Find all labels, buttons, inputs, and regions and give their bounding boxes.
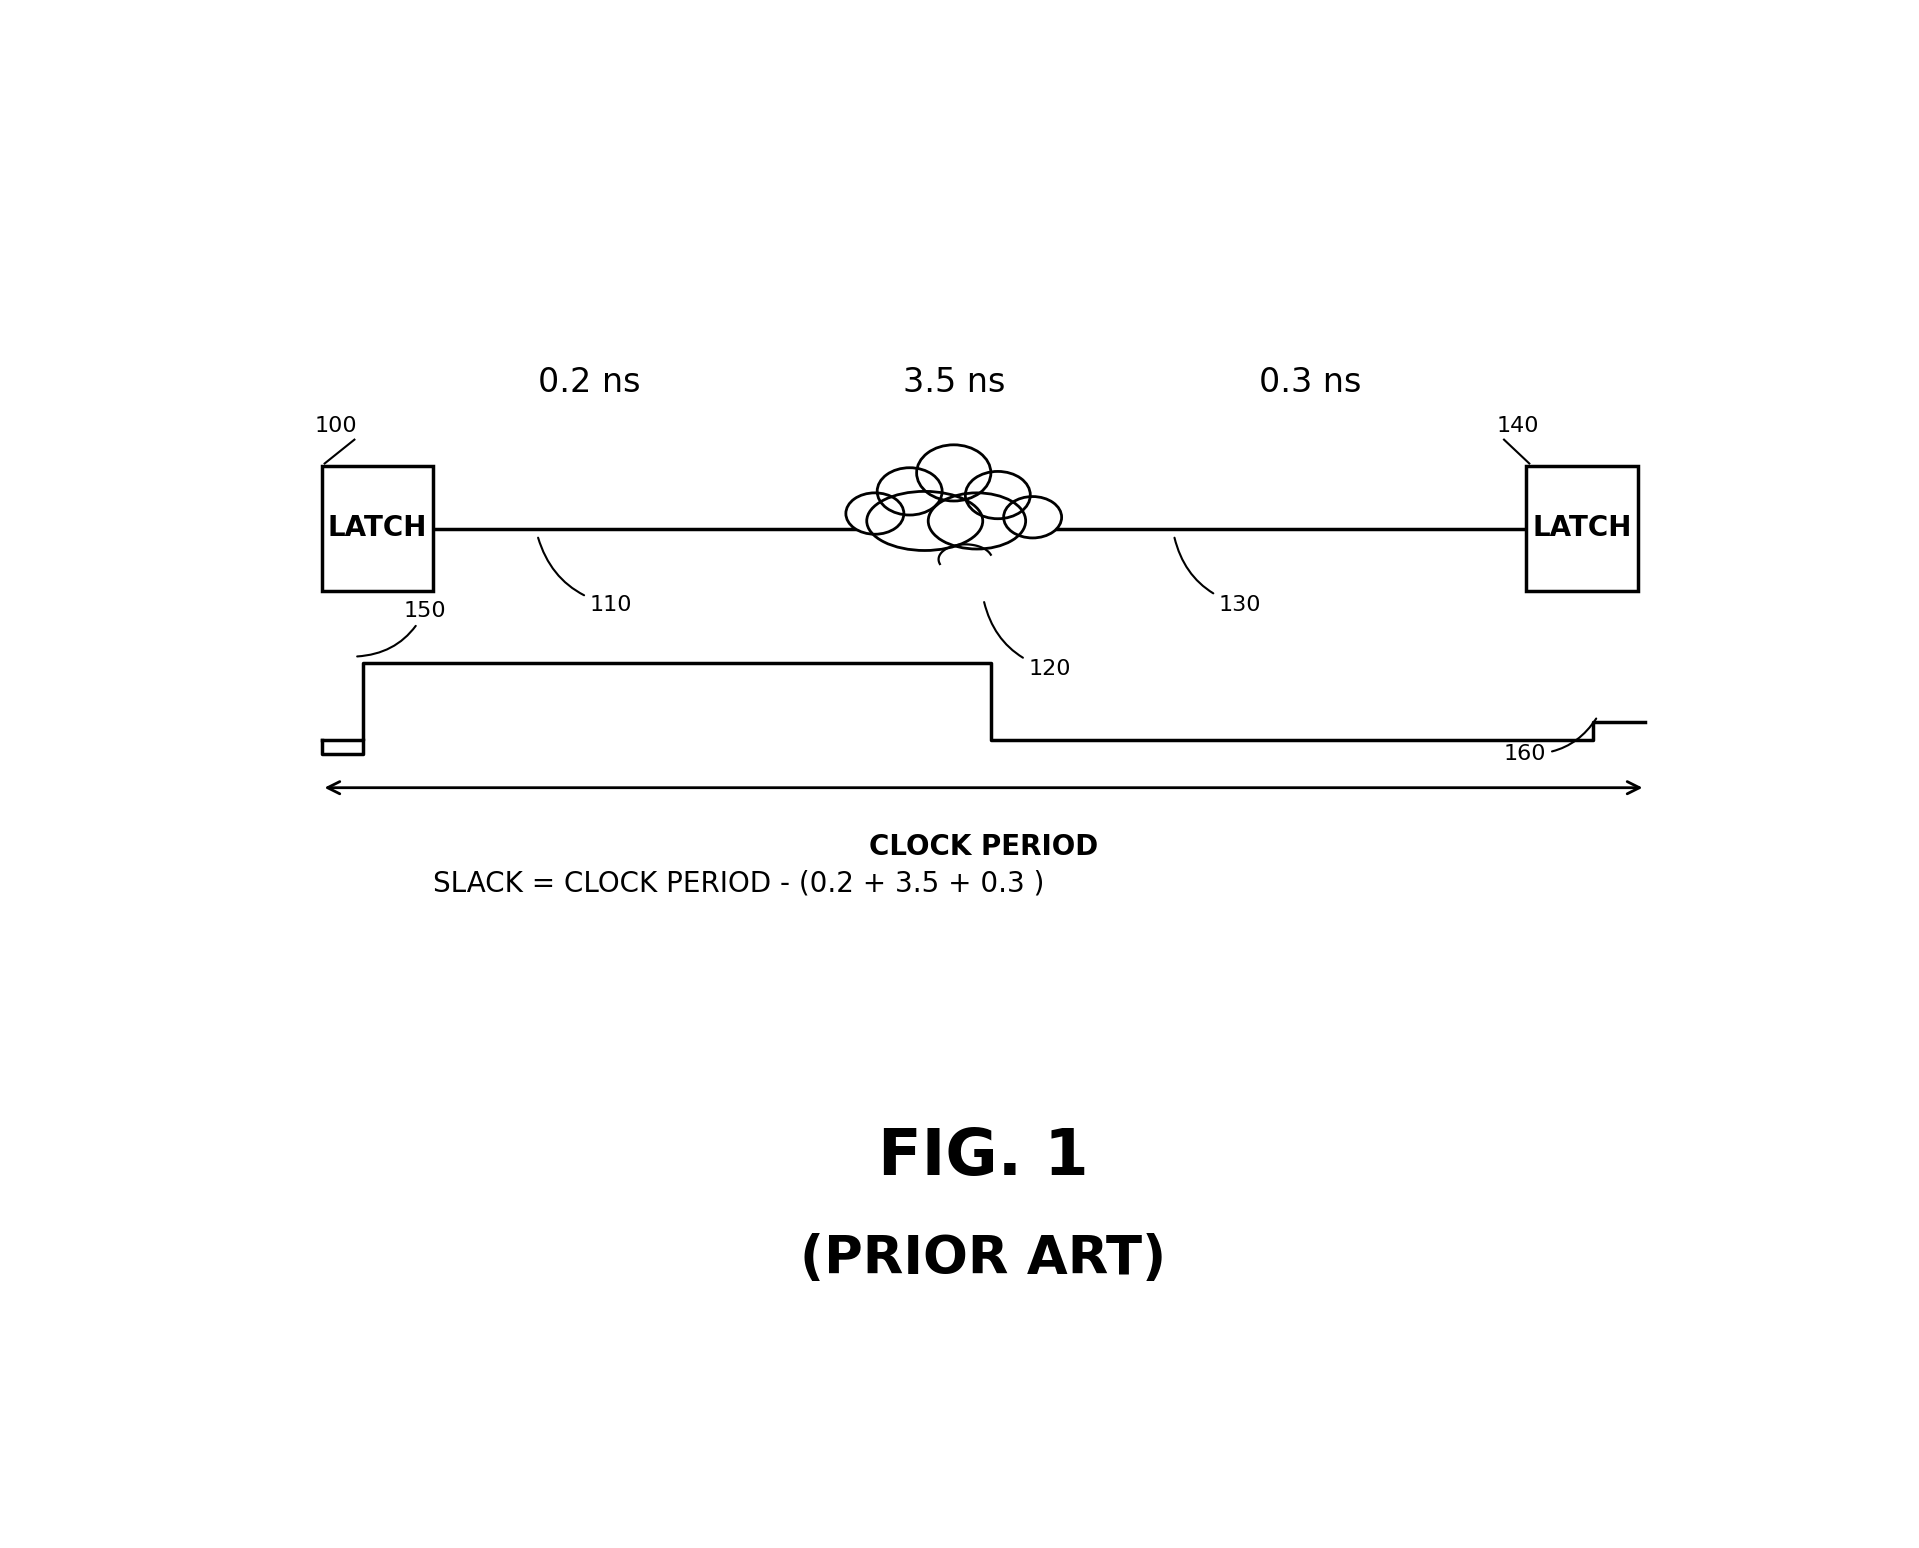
Ellipse shape	[877, 467, 942, 515]
Text: LATCH: LATCH	[328, 514, 428, 542]
Text: 3.5 ns: 3.5 ns	[902, 365, 1006, 399]
Text: 150: 150	[357, 601, 445, 656]
Ellipse shape	[965, 472, 1031, 519]
Text: SLACK = CLOCK PERIOD - (0.2 + 3.5 + 0.3 ): SLACK = CLOCK PERIOD - (0.2 + 3.5 + 0.3 …	[434, 868, 1044, 896]
Text: 120: 120	[984, 602, 1071, 680]
Text: 0.2 ns: 0.2 ns	[537, 365, 641, 399]
Text: 110: 110	[537, 537, 631, 615]
Text: 140: 140	[1497, 416, 1539, 437]
Text: 160: 160	[1504, 718, 1597, 763]
Ellipse shape	[917, 444, 990, 502]
Ellipse shape	[1004, 497, 1061, 539]
Ellipse shape	[867, 491, 983, 551]
Text: 0.3 ns: 0.3 ns	[1259, 365, 1362, 399]
Bar	[322, 466, 434, 591]
Ellipse shape	[846, 492, 904, 534]
Text: 130: 130	[1174, 537, 1261, 615]
Text: 100: 100	[315, 416, 357, 437]
Ellipse shape	[929, 492, 1025, 550]
Text: (PRIOR ART): (PRIOR ART)	[800, 1232, 1167, 1285]
Text: CLOCK PERIOD: CLOCK PERIOD	[869, 833, 1098, 861]
Text: LATCH: LATCH	[1533, 514, 1631, 542]
Bar	[1526, 466, 1637, 591]
Text: FIG. 1: FIG. 1	[879, 1127, 1088, 1189]
